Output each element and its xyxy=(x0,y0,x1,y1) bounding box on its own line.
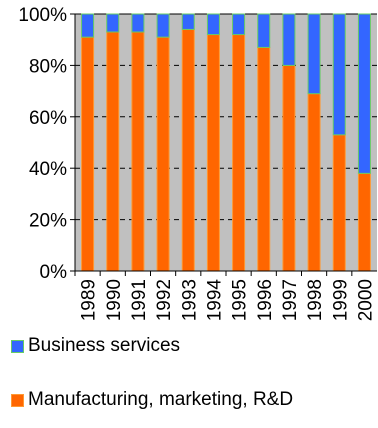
bar-segment xyxy=(357,13,371,174)
legend-item-manufacturing: Manufacturing, marketing, R&D xyxy=(11,387,371,413)
x-tick-label: 1993 xyxy=(179,279,200,321)
bar-segment xyxy=(106,31,120,272)
y-tick-label: 100% xyxy=(18,5,67,26)
bar-segment xyxy=(156,36,170,272)
legend-swatch-business-services xyxy=(11,339,24,353)
x-tick-label: 1991 xyxy=(129,279,150,321)
bar-segment xyxy=(206,13,220,36)
gridlines xyxy=(75,13,377,221)
bar-segment xyxy=(257,46,271,272)
bar-segment xyxy=(181,13,195,30)
y-tick-label: 60% xyxy=(29,108,67,129)
bar-segment xyxy=(131,13,145,33)
bar-segment xyxy=(232,13,246,36)
x-tick-label: 1996 xyxy=(255,279,276,321)
bar-segment xyxy=(282,64,296,272)
x-tick-label: 1998 xyxy=(305,279,326,321)
bar-segment xyxy=(332,13,346,136)
x-tick-label: 2000 xyxy=(355,279,376,321)
legend-item-business-services: Business services xyxy=(11,333,371,359)
bar-segment xyxy=(81,36,95,272)
bar-segment xyxy=(181,28,195,272)
bar-segment xyxy=(357,172,371,272)
bar-segment xyxy=(257,13,271,48)
y-tick-label: 80% xyxy=(29,56,67,77)
bar-segment xyxy=(81,13,95,38)
bar-segment xyxy=(232,34,246,272)
bar-segment xyxy=(131,31,145,272)
y-tick-label: 20% xyxy=(29,211,67,232)
y-tick-label: 0% xyxy=(40,262,68,283)
x-tick-label: 1990 xyxy=(104,279,125,321)
bar-segment xyxy=(106,13,120,33)
x-tick-label: 1989 xyxy=(79,279,100,321)
y-axis-ticks: 0% 20% 40% 60% 80% 100% xyxy=(18,5,75,283)
bar-segment xyxy=(156,13,170,38)
bar-segment xyxy=(332,134,346,272)
bars xyxy=(81,13,371,272)
bar-segment xyxy=(206,34,220,272)
bar-segment xyxy=(307,13,321,95)
x-tick-label: 1999 xyxy=(330,279,351,321)
bar-segment xyxy=(282,13,296,66)
x-axis-ticks: 1989 1990 1991 1992 1993 1994 1995 1996 1997 1998… xyxy=(74,271,376,322)
x-tick-label: 1995 xyxy=(230,279,251,321)
legend-swatch-manufacturing xyxy=(11,393,24,407)
y-tick-label: 40% xyxy=(29,159,67,180)
legend-label-manufacturing: Manufacturing, marketing, R&D xyxy=(28,389,294,410)
x-tick-label: 1992 xyxy=(154,279,175,321)
bar-segment xyxy=(307,93,321,272)
x-tick-label: 1994 xyxy=(204,279,225,322)
plot-area xyxy=(75,14,377,271)
x-tick-label: 1997 xyxy=(280,279,301,321)
legend-label-business-services: Business services xyxy=(28,335,181,356)
